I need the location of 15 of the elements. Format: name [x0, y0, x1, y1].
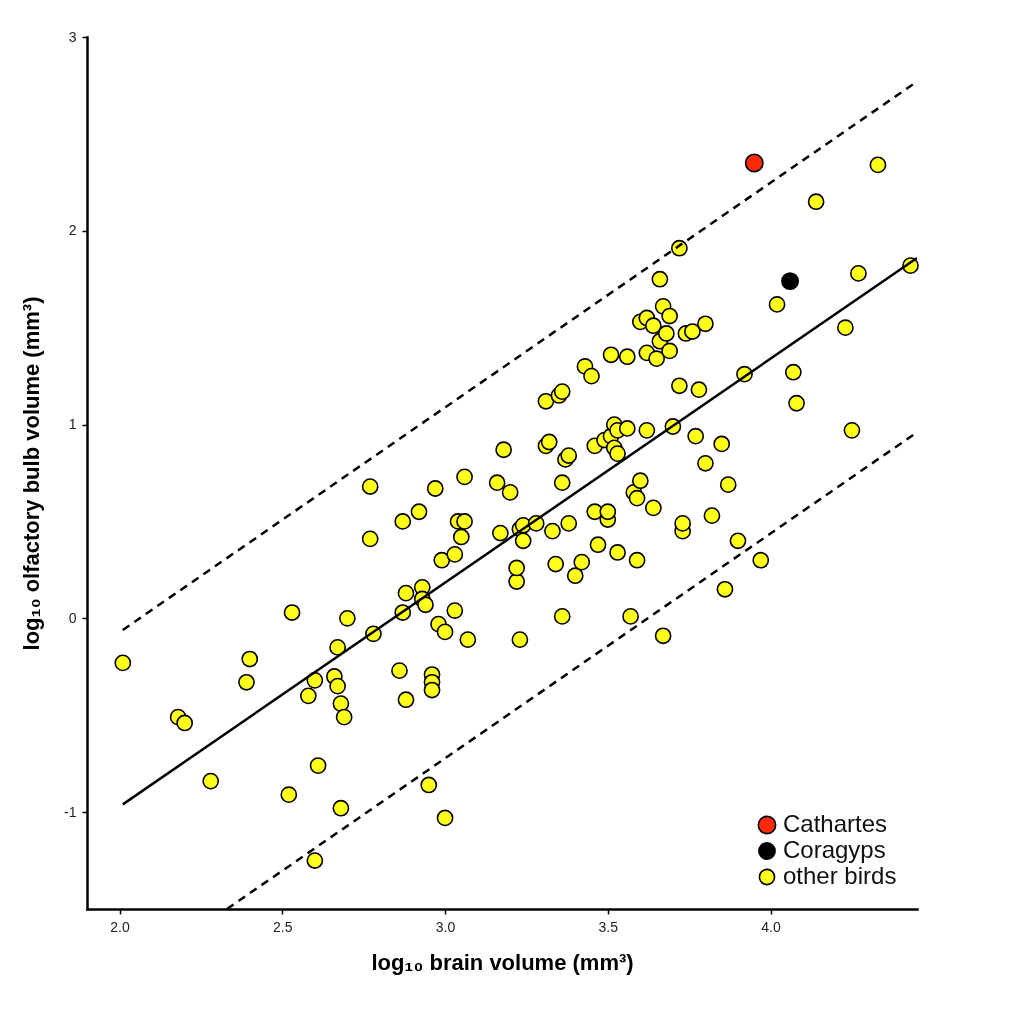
y-tick-label: -1: [64, 803, 77, 820]
x-tick-label: 4.0: [761, 918, 781, 935]
x-tick-label: 2.0: [110, 918, 130, 935]
x-axis-title: log₁₀ brain volume (mm³): [371, 949, 634, 975]
legend-label: Coragyps: [783, 836, 886, 863]
y-axis-title: log₁₀ olfactory bulb volume (mm³): [19, 296, 45, 651]
y-tick-label: 0: [68, 609, 77, 626]
x-tick-label: 3.5: [598, 918, 619, 935]
y-tick-label: 1: [68, 416, 77, 433]
legend-label: Cathartes: [783, 810, 888, 837]
x-tick-label: 2.5: [273, 918, 293, 935]
y-tick-label: 2: [68, 222, 77, 239]
y-tick-label: 3: [68, 28, 77, 45]
legend-label: other birds: [783, 862, 897, 889]
x-tick-label: 3.0: [435, 918, 456, 935]
